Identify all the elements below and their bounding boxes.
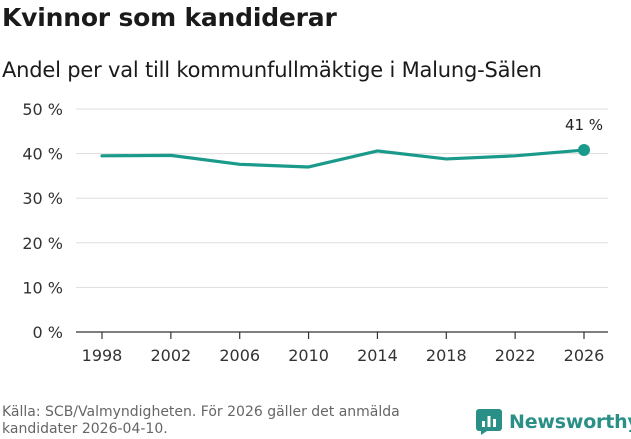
newsworthy-bar-chart-icon [476, 409, 502, 435]
annotations: 41 % [565, 116, 603, 134]
brand-name: Newsworthy [509, 411, 631, 433]
chart-title: Kvinnor som kandiderar [2, 3, 337, 32]
x-tick-label: 2026 [564, 346, 605, 365]
series-layer [100, 144, 590, 169]
y-tick-label: 30 % [22, 189, 63, 208]
chart-subtitle: Andel per val till kommunfullmäktige i M… [2, 58, 542, 82]
x-axis-ticks: 1998 2002 2006 2010 2014 2018 2022 2026 [82, 332, 605, 365]
gridlines [76, 108, 608, 333]
newsworthy-logo: Newsworthy [476, 409, 631, 435]
x-tick-label: 2002 [150, 346, 191, 365]
x-tick-label: 2010 [288, 346, 329, 365]
y-tick-label: 10 % [22, 278, 63, 297]
y-tick-label: 50 % [22, 100, 63, 119]
last-data-point [578, 144, 590, 157]
y-tick-label: 40 % [22, 145, 63, 164]
x-tick-label: 2022 [495, 346, 536, 365]
x-tick-label: 2018 [426, 346, 467, 365]
x-tick-label: 2014 [357, 346, 398, 365]
source-line-1: Källa: SCB/Valmyndigheten. För 2026 gäll… [2, 404, 400, 420]
series-line [100, 148, 586, 169]
y-tick-label: 0 % [33, 323, 63, 342]
line-chart: 0 % 10 % 20 % 30 % 40 % 50 % 1998 2002 2006 2010… [22, 100, 608, 365]
x-tick-label: 2006 [219, 346, 260, 365]
x-tick-label: 1998 [82, 346, 123, 365]
y-tick-label: 20 % [22, 234, 63, 253]
y-axis-ticks: 0 % 10 % 20 % 30 % 40 % 50 % [22, 100, 63, 342]
value-annotation: 41 % [565, 116, 603, 134]
source-line-2: kandidater 2026-04-10. [2, 421, 168, 437]
source-note: Källa: SCB/Valmyndigheten. För 2026 gäll… [2, 404, 472, 438]
